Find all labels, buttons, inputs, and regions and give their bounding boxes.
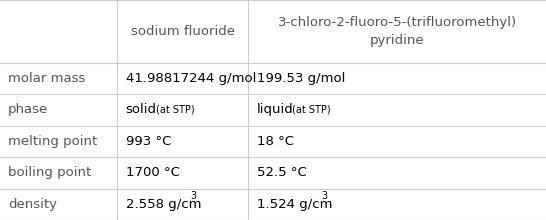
Text: 1.524 g/cm: 1.524 g/cm — [257, 198, 332, 211]
Text: 2.558 g/cm: 2.558 g/cm — [126, 198, 201, 211]
Text: 18 °C: 18 °C — [257, 135, 294, 148]
Text: 3: 3 — [191, 191, 197, 201]
Text: sodium fluoride: sodium fluoride — [131, 25, 235, 38]
Text: melting point: melting point — [8, 135, 97, 148]
Text: liquid: liquid — [257, 103, 293, 116]
Text: (at STP): (at STP) — [156, 105, 195, 115]
Text: 52.5 °C: 52.5 °C — [257, 166, 306, 179]
Text: 993 °C: 993 °C — [126, 135, 171, 148]
Text: 1700 °C: 1700 °C — [126, 166, 180, 179]
Text: 41.98817244 g/mol: 41.98817244 g/mol — [126, 72, 256, 85]
Text: phase: phase — [8, 103, 49, 116]
Text: 199.53 g/mol: 199.53 g/mol — [257, 72, 345, 85]
Text: boiling point: boiling point — [8, 166, 91, 179]
Text: 3-chloro-2-fluoro-5-(trifluoromethyl)
pyridine: 3-chloro-2-fluoro-5-(trifluoromethyl) py… — [278, 16, 517, 47]
Text: molar mass: molar mass — [8, 72, 86, 85]
Text: solid: solid — [126, 103, 157, 116]
Text: density: density — [8, 198, 57, 211]
Text: (at STP): (at STP) — [292, 105, 331, 115]
Text: 3: 3 — [322, 191, 328, 201]
